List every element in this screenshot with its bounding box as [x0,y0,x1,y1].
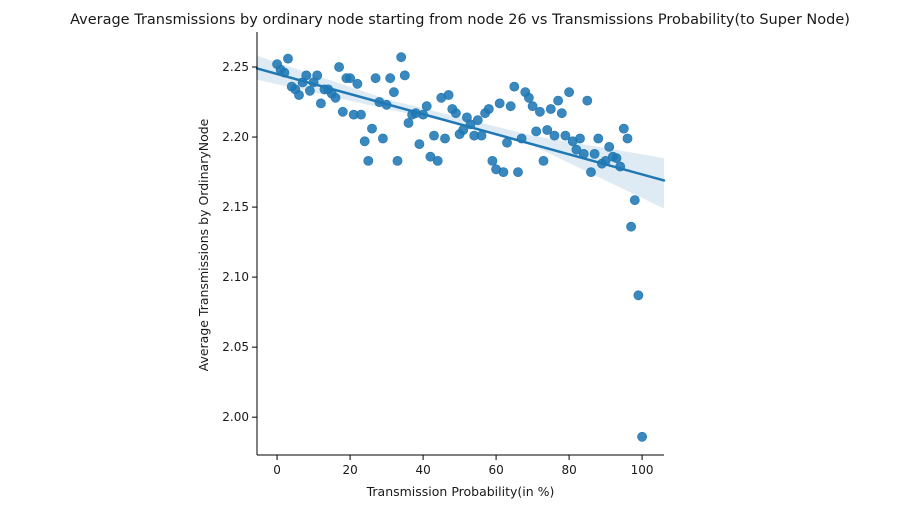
data-point [618,123,629,134]
data-point [359,136,370,147]
data-point [283,53,293,64]
data-point [440,133,450,144]
data-point [556,108,567,119]
data-point [403,118,414,128]
data-point [560,130,571,141]
data-point [356,109,366,120]
data-point [330,92,341,103]
data-point [425,151,436,162]
y-tick-label: 2.25 [222,60,249,74]
data-point [363,155,374,166]
data-point [549,130,560,141]
data-point [334,62,344,72]
data-point [487,155,498,166]
data-point [399,70,410,81]
data-point [538,155,549,166]
data-point [527,101,538,112]
regression-line [255,67,666,182]
y-tick-label: 2.00 [222,410,249,424]
data-point [542,125,553,135]
data-point [337,106,348,117]
data-point [502,137,512,148]
x-axis-label: Transmission Probability(in %) [366,484,555,499]
data-point [304,85,315,96]
y-tick-label: 2.05 [222,340,249,354]
data-point [421,101,432,112]
data-point [370,73,381,84]
data-point [535,106,545,117]
chart-title: Average Transmissions by ordinary node s… [70,12,850,28]
data-point [377,133,388,144]
y-tick-label: 2.20 [222,130,249,144]
data-point [545,104,556,114]
data-point [367,123,377,134]
data-point [582,95,593,106]
data-point [472,115,483,126]
data-point [414,139,425,149]
data-point [611,153,622,163]
y-tick-label: 2.10 [222,270,249,284]
data-point [392,155,403,166]
data-point [593,133,604,144]
y-axis-label: Average Transmissions by OrdinaryNode [196,118,211,371]
data-point [483,104,494,114]
data-point [604,141,615,152]
data-point [564,87,574,98]
data-point [626,221,636,232]
data-point [509,81,520,92]
data-point [312,70,323,81]
plot-area [255,52,666,442]
data-point [629,195,640,205]
data-point [388,87,399,98]
x-tick-label: 100 [631,463,654,477]
x-tick-label: 60 [488,463,503,477]
y-tick-label: 2.15 [222,200,249,214]
x-tick-label: 0 [273,463,281,477]
data-point [505,101,516,112]
data-point [531,126,542,137]
data-point [315,98,326,109]
data-point [571,144,582,155]
x-axis-ticks: 0 20 40 60 80 100 [273,455,654,477]
y-axis-ticks: 2.00 2.05 2.10 2.15 2.20 2.25 [222,60,257,424]
data-point [553,95,563,106]
data-point [352,78,363,89]
data-point [524,92,534,103]
data-point [575,133,585,144]
data-point [513,167,523,177]
data-point [294,90,304,100]
data-point [494,98,505,109]
data-point [589,148,600,159]
x-tick-label: 40 [415,463,430,477]
data-point [385,73,396,84]
data-point [432,155,443,166]
data-point [345,73,355,84]
data-point [396,52,407,63]
data-point [301,70,312,81]
data-point [450,108,461,119]
x-tick-label: 80 [561,463,576,477]
data-point [637,431,647,442]
confidence-band [257,55,664,209]
data-point [586,167,596,177]
data-point [443,90,454,100]
scatter-points [272,52,647,442]
x-tick-label: 20 [342,463,357,477]
data-point [498,167,509,177]
data-point [622,133,633,144]
data-point [429,130,439,141]
data-point [633,290,644,301]
